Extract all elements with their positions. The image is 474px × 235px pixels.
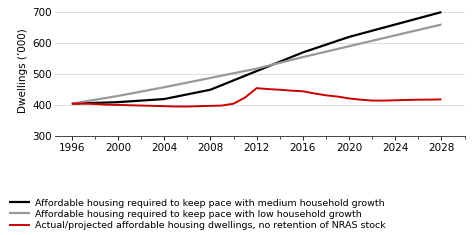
- Actual/projected affordable housing dwellings, no retention of NRAS stock: [427, 98, 433, 101]
- Affordable housing required to keep pace with medium household growth: [254, 70, 259, 72]
- Actual/projected affordable housing dwellings, no retention of NRAS stock: [115, 104, 121, 106]
- Actual/projected affordable housing dwellings, no retention of NRAS stock: [265, 88, 271, 90]
- Actual/projected affordable housing dwellings, no retention of NRAS stock: [81, 102, 86, 105]
- Legend: Affordable housing required to keep pace with medium household growth, Affordabl: Affordable housing required to keep pace…: [9, 199, 386, 230]
- Affordable housing required to keep pace with low household growth: [161, 86, 167, 89]
- Actual/projected affordable housing dwellings, no retention of NRAS stock: [173, 105, 179, 108]
- Affordable housing required to keep pace with medium household growth: [69, 102, 75, 105]
- Actual/projected affordable housing dwellings, no retention of NRAS stock: [219, 104, 225, 107]
- Actual/projected affordable housing dwellings, no retention of NRAS stock: [150, 104, 155, 107]
- Affordable housing required to keep pace with low household growth: [392, 34, 398, 37]
- Actual/projected affordable housing dwellings, no retention of NRAS stock: [161, 105, 167, 108]
- Affordable housing required to keep pace with low household growth: [346, 45, 352, 48]
- Actual/projected affordable housing dwellings, no retention of NRAS stock: [404, 98, 410, 101]
- Actual/projected affordable housing dwellings, no retention of NRAS stock: [138, 104, 144, 107]
- Actual/projected affordable housing dwellings, no retention of NRAS stock: [300, 90, 306, 93]
- Actual/projected affordable housing dwellings, no retention of NRAS stock: [346, 97, 352, 100]
- Affordable housing required to keep pace with medium household growth: [208, 88, 213, 91]
- Actual/projected affordable housing dwellings, no retention of NRAS stock: [127, 104, 132, 107]
- Affordable housing required to keep pace with medium household growth: [161, 98, 167, 100]
- Affordable housing required to keep pace with low household growth: [208, 77, 213, 79]
- Line: Affordable housing required to keep pace with medium household growth: Affordable housing required to keep pace…: [72, 12, 441, 104]
- Actual/projected affordable housing dwellings, no retention of NRAS stock: [311, 92, 317, 95]
- Affordable housing required to keep pace with medium household growth: [300, 51, 306, 54]
- Actual/projected affordable housing dwellings, no retention of NRAS stock: [323, 94, 329, 97]
- Actual/projected affordable housing dwellings, no retention of NRAS stock: [104, 103, 109, 106]
- Affordable housing required to keep pace with medium household growth: [392, 23, 398, 26]
- Actual/projected affordable housing dwellings, no retention of NRAS stock: [254, 87, 259, 90]
- Actual/projected affordable housing dwellings, no retention of NRAS stock: [335, 95, 340, 98]
- Affordable housing required to keep pace with medium household growth: [346, 35, 352, 38]
- Affordable housing required to keep pace with medium household growth: [438, 11, 444, 13]
- Actual/projected affordable housing dwellings, no retention of NRAS stock: [289, 89, 294, 92]
- Actual/projected affordable housing dwellings, no retention of NRAS stock: [416, 98, 421, 101]
- Actual/projected affordable housing dwellings, no retention of NRAS stock: [208, 104, 213, 107]
- Actual/projected affordable housing dwellings, no retention of NRAS stock: [381, 99, 386, 102]
- Actual/projected affordable housing dwellings, no retention of NRAS stock: [369, 99, 375, 102]
- Actual/projected affordable housing dwellings, no retention of NRAS stock: [92, 103, 98, 106]
- Affordable housing required to keep pace with low household growth: [300, 56, 306, 59]
- Actual/projected affordable housing dwellings, no retention of NRAS stock: [242, 96, 248, 99]
- Actual/projected affordable housing dwellings, no retention of NRAS stock: [438, 98, 444, 101]
- Line: Actual/projected affordable housing dwellings, no retention of NRAS stock: Actual/projected affordable housing dwel…: [72, 88, 441, 106]
- Affordable housing required to keep pace with medium household growth: [115, 101, 121, 104]
- Actual/projected affordable housing dwellings, no retention of NRAS stock: [277, 88, 283, 91]
- Affordable housing required to keep pace with low household growth: [115, 94, 121, 97]
- Actual/projected affordable housing dwellings, no retention of NRAS stock: [184, 105, 190, 108]
- Y-axis label: Dwellings (’000): Dwellings (’000): [18, 29, 28, 114]
- Actual/projected affordable housing dwellings, no retention of NRAS stock: [196, 105, 202, 108]
- Affordable housing required to keep pace with low household growth: [254, 67, 259, 70]
- Actual/projected affordable housing dwellings, no retention of NRAS stock: [392, 99, 398, 102]
- Actual/projected affordable housing dwellings, no retention of NRAS stock: [231, 102, 237, 105]
- Affordable housing required to keep pace with low household growth: [69, 102, 75, 105]
- Line: Affordable housing required to keep pace with low household growth: Affordable housing required to keep pace…: [72, 24, 441, 104]
- Actual/projected affordable housing dwellings, no retention of NRAS stock: [69, 102, 75, 105]
- Actual/projected affordable housing dwellings, no retention of NRAS stock: [358, 98, 364, 101]
- Affordable housing required to keep pace with low household growth: [438, 23, 444, 26]
